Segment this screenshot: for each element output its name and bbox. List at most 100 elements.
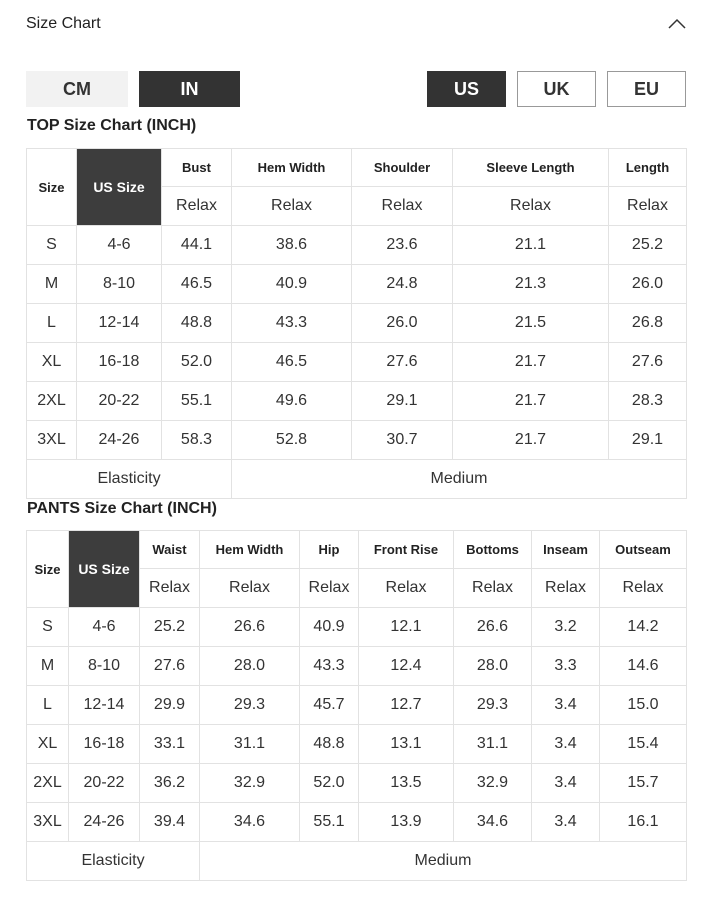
measure-cell: 38.6 xyxy=(231,225,352,265)
measure-cell: 33.1 xyxy=(139,724,200,764)
measure-cell: 3.4 xyxy=(531,724,600,764)
measure-header: Hem Width xyxy=(199,530,300,569)
measure-cell: 45.7 xyxy=(299,685,359,725)
fit-cell: Relax xyxy=(452,186,609,226)
fit-cell: Relax xyxy=(608,186,687,226)
fit-cell: Relax xyxy=(299,568,359,608)
size-cell: 3XL xyxy=(26,420,77,460)
measure-cell: 27.6 xyxy=(351,342,453,382)
pants-section-title: PANTS Size Chart (INCH) xyxy=(27,500,217,517)
measure-header: Bust xyxy=(161,148,232,187)
measure-cell: 39.4 xyxy=(139,802,200,842)
measure-cell: 3.2 xyxy=(531,607,600,647)
measure-cell: 28.0 xyxy=(453,646,532,686)
measure-header: Waist xyxy=(139,530,200,569)
table-row: S 4-6 25.2 26.6 40.9 12.1 26.6 3.2 14.2 xyxy=(26,607,687,647)
measure-cell: 26.6 xyxy=(453,607,532,647)
measure-cell: 25.2 xyxy=(139,607,200,647)
measure-cell: 27.6 xyxy=(608,342,687,382)
measure-cell: 58.3 xyxy=(161,420,232,460)
size-cell: 3XL xyxy=(26,802,69,842)
us-size-cell: 24-26 xyxy=(76,420,162,460)
size-chart-title: Size Chart xyxy=(26,15,101,32)
measure-cell: 14.2 xyxy=(599,607,687,647)
size-header: Size xyxy=(26,148,77,226)
measure-cell: 26.0 xyxy=(351,303,453,343)
measure-cell: 21.7 xyxy=(452,420,609,460)
measure-cell: 13.9 xyxy=(358,802,454,842)
measure-cell: 28.0 xyxy=(199,646,300,686)
top-section-title: TOP Size Chart (INCH) xyxy=(27,117,197,134)
elasticity-row: Elasticity Medium xyxy=(26,459,687,499)
table-row: 3XL 24-26 58.3 52.8 30.7 21.7 29.1 xyxy=(26,420,687,460)
table-row: M 8-10 46.5 40.9 24.8 21.3 26.0 xyxy=(26,264,687,304)
measure-cell: 29.9 xyxy=(139,685,200,725)
us-size-cell: 4-6 xyxy=(68,607,140,647)
measure-cell: 23.6 xyxy=(351,225,453,265)
us-size-cell: 16-18 xyxy=(68,724,140,764)
measure-cell: 49.6 xyxy=(231,381,352,421)
measure-header: Bottoms xyxy=(453,530,532,569)
us-size-cell: 4-6 xyxy=(76,225,162,265)
measure-cell: 29.3 xyxy=(199,685,300,725)
measure-cell: 52.8 xyxy=(231,420,352,460)
us-size-cell: 12-14 xyxy=(68,685,140,725)
measure-cell: 21.7 xyxy=(452,381,609,421)
measure-cell: 13.1 xyxy=(358,724,454,764)
size-cell: XL xyxy=(26,724,69,764)
size-header: Size xyxy=(26,530,69,608)
us-size-cell: 12-14 xyxy=(76,303,162,343)
measure-cell: 29.1 xyxy=(608,420,687,460)
measure-cell: 3.4 xyxy=(531,763,600,803)
size-cell: XL xyxy=(26,342,77,382)
measure-cell: 48.8 xyxy=(161,303,232,343)
us-size-header: US Size xyxy=(68,530,140,608)
region-uk-button[interactable]: UK xyxy=(517,71,596,107)
us-size-header: US Size xyxy=(76,148,162,226)
size-cell: 2XL xyxy=(26,381,77,421)
measure-cell: 3.3 xyxy=(531,646,600,686)
elasticity-value: Medium xyxy=(231,459,687,499)
chevron-up-icon[interactable] xyxy=(666,14,688,34)
size-chart-header[interactable]: Size Chart xyxy=(26,12,688,36)
measure-cell: 21.3 xyxy=(452,264,609,304)
elasticity-label: Elasticity xyxy=(26,459,232,499)
measure-header: Hip xyxy=(299,530,359,569)
measure-cell: 29.1 xyxy=(351,381,453,421)
table-row: XL 16-18 52.0 46.5 27.6 21.7 27.6 xyxy=(26,342,687,382)
measure-cell: 26.6 xyxy=(199,607,300,647)
unit-cm-button[interactable]: CM xyxy=(26,71,128,107)
measure-cell: 40.9 xyxy=(299,607,359,647)
region-us-button[interactable]: US xyxy=(427,71,506,107)
us-size-cell: 8-10 xyxy=(68,646,140,686)
measure-cell: 21.5 xyxy=(452,303,609,343)
measure-cell: 25.2 xyxy=(608,225,687,265)
table-row: S 4-6 44.1 38.6 23.6 21.1 25.2 xyxy=(26,225,687,265)
size-cell: S xyxy=(26,607,69,647)
us-size-cell: 20-22 xyxy=(68,763,140,803)
measure-cell: 43.3 xyxy=(231,303,352,343)
measure-cell: 15.0 xyxy=(599,685,687,725)
fit-cell: Relax xyxy=(358,568,454,608)
region-eu-button[interactable]: EU xyxy=(607,71,686,107)
measure-cell: 3.4 xyxy=(531,685,600,725)
measure-cell: 21.7 xyxy=(452,342,609,382)
table-row: L 12-14 48.8 43.3 26.0 21.5 26.8 xyxy=(26,303,687,343)
fit-cell: Relax xyxy=(351,186,453,226)
measure-cell: 44.1 xyxy=(161,225,232,265)
measure-cell: 55.1 xyxy=(299,802,359,842)
unit-in-button[interactable]: IN xyxy=(139,71,240,107)
fit-cell: Relax xyxy=(139,568,200,608)
measure-cell: 15.7 xyxy=(599,763,687,803)
measure-cell: 24.8 xyxy=(351,264,453,304)
measure-cell: 26.8 xyxy=(608,303,687,343)
table-row: M 8-10 27.6 28.0 43.3 12.4 28.0 3.3 14.6 xyxy=(26,646,687,686)
measure-header: Length xyxy=(608,148,687,187)
measure-header: Front Rise xyxy=(358,530,454,569)
measure-cell: 46.5 xyxy=(231,342,352,382)
measure-header: Inseam xyxy=(531,530,600,569)
measure-cell: 3.4 xyxy=(531,802,600,842)
size-cell: M xyxy=(26,264,77,304)
fit-cell: Relax xyxy=(531,568,600,608)
fit-cell: Relax xyxy=(453,568,532,608)
